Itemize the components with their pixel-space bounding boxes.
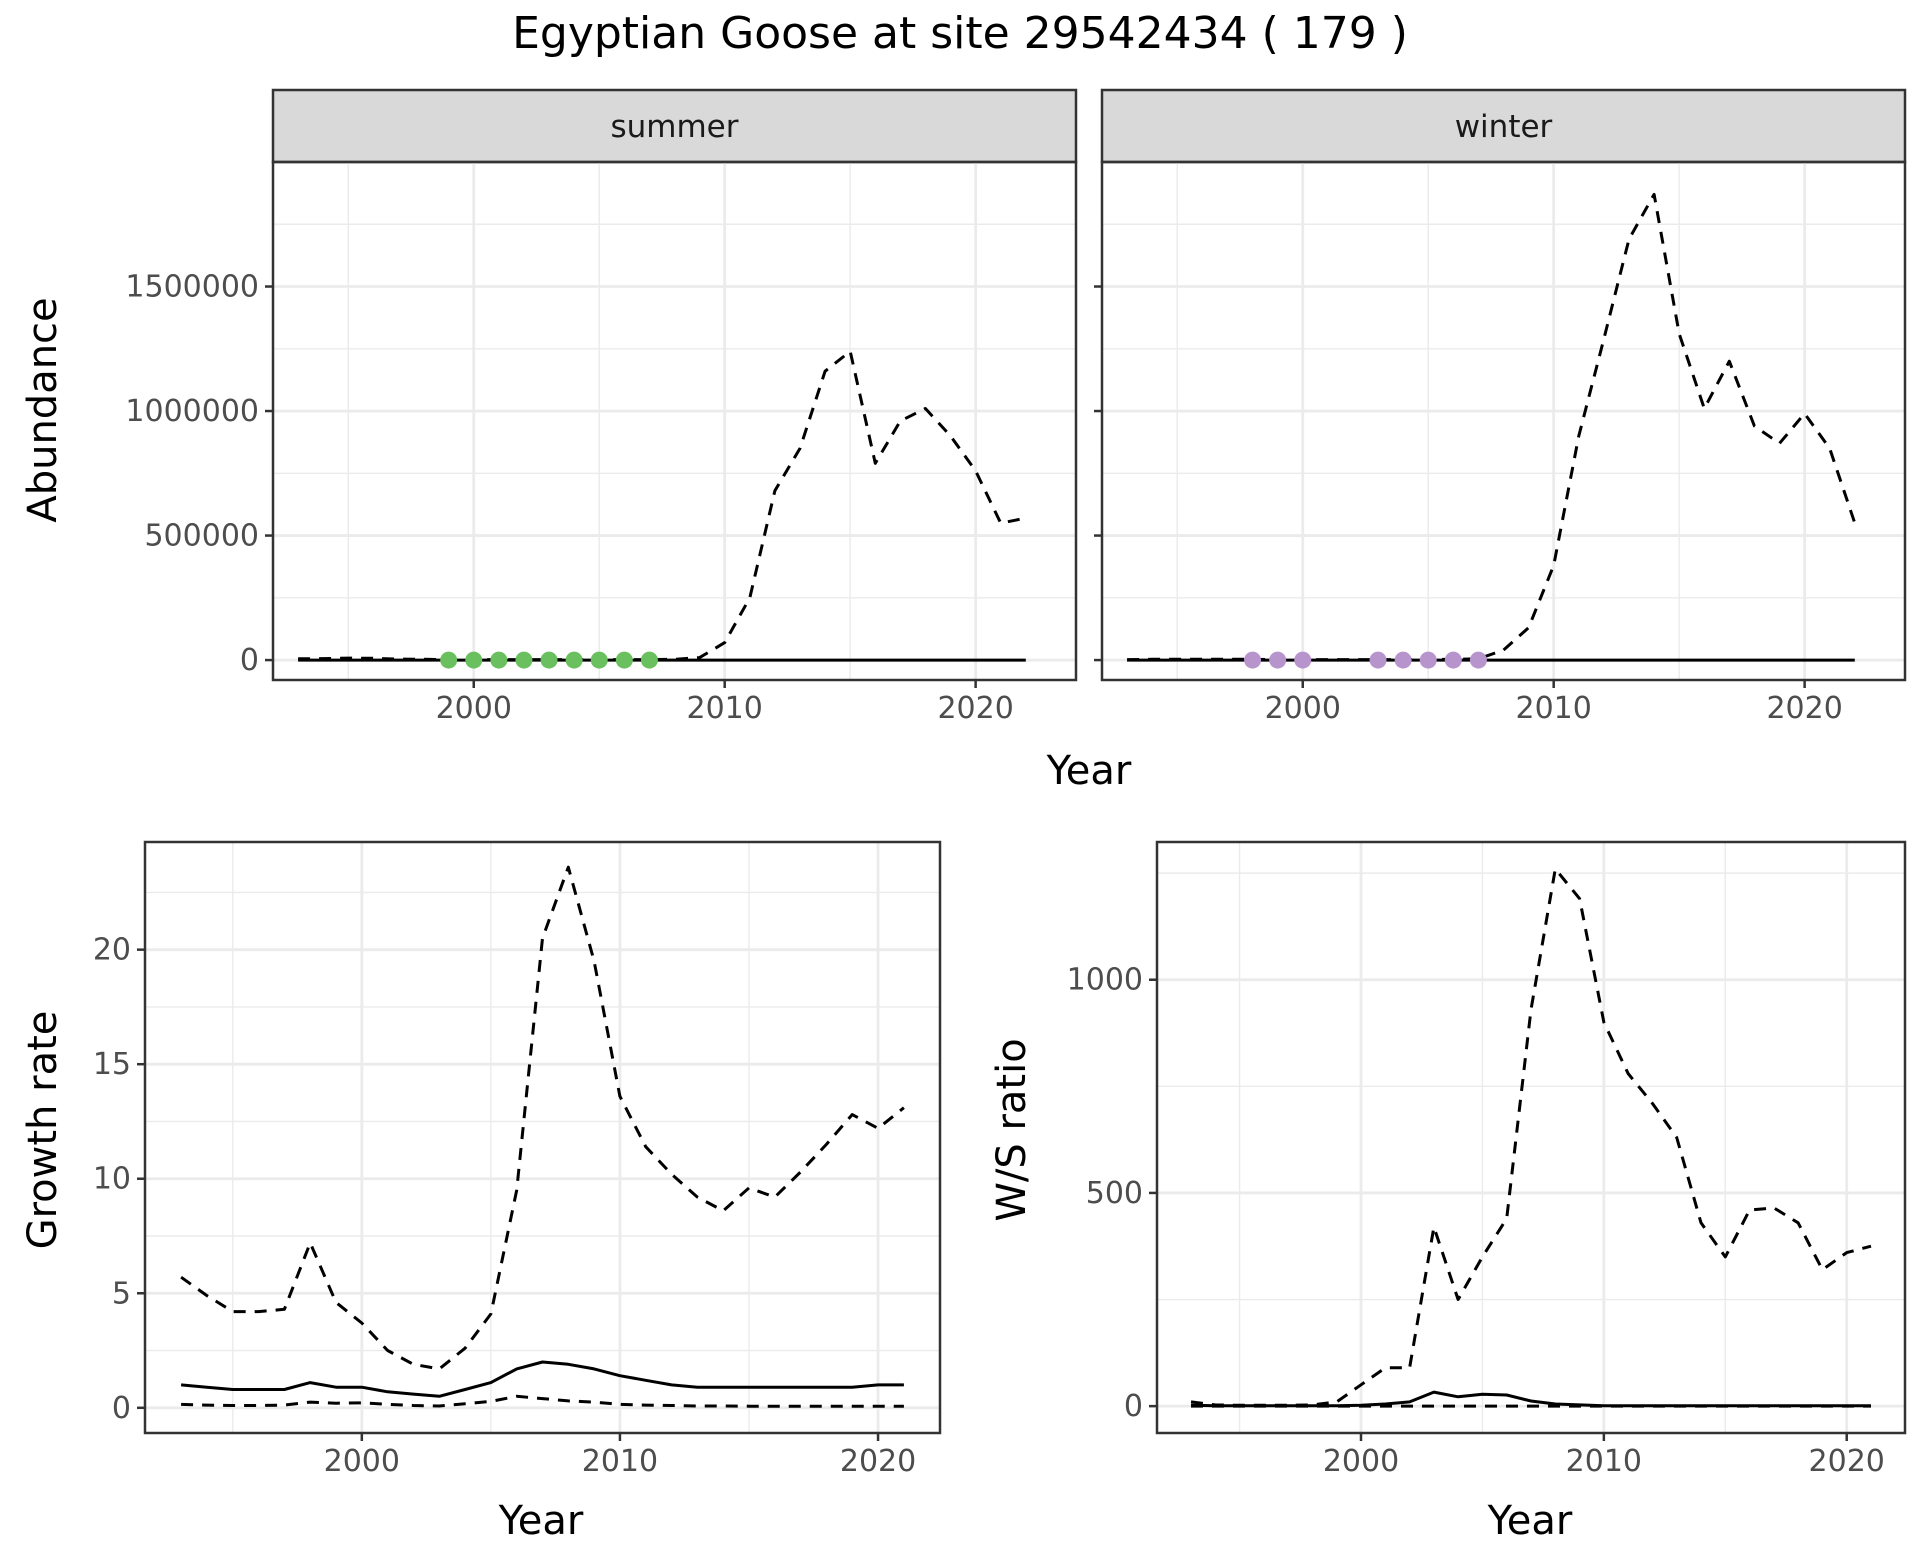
x-tick-label: 2000 bbox=[1265, 691, 1341, 726]
observed-point bbox=[440, 651, 458, 669]
plot-area-ws-ratio: 2000 2010 2020 0 500 1000 bbox=[1067, 840, 1907, 1479]
growth-y-axis-title: Growth rate bbox=[20, 1011, 66, 1250]
growth-x-axis-title: Year bbox=[498, 1498, 584, 1544]
x-tick-label: 2000 bbox=[1323, 1444, 1399, 1479]
series-line-dashed bbox=[298, 349, 1027, 662]
plot-area-growth-rate: 2000 2010 2020 0 5 10 15 20 bbox=[93, 840, 942, 1479]
panel-ws-ratio: 2000 2010 2020 0 500 1000 W/S ratio Year bbox=[989, 840, 1907, 1544]
chart-title: Egyptian Goose at site 29542434 ( 179 ) bbox=[512, 8, 1408, 59]
observed-point bbox=[1294, 651, 1312, 669]
y-tick-label: 0 bbox=[240, 643, 259, 678]
strip-winter-label: winter bbox=[1455, 109, 1553, 145]
panel-border bbox=[143, 840, 942, 1435]
series-line-dashed bbox=[181, 1394, 904, 1408]
observed-point bbox=[1394, 651, 1412, 669]
x-tick-label: 2010 bbox=[687, 691, 763, 726]
y-tick-label: 0 bbox=[112, 1391, 131, 1426]
panel-summer: summer 2000 2010 2020 0 500000 1000000 1500000 bbox=[125, 88, 1078, 726]
top-x-axis-title: Year bbox=[1046, 748, 1132, 794]
y-tick-label: 0 bbox=[1124, 1389, 1143, 1424]
panel-winter: winter 2000 2010 2020 bbox=[1094, 88, 1907, 726]
observed-point bbox=[1269, 651, 1287, 669]
observed-point bbox=[1419, 651, 1437, 669]
series-line-solid bbox=[180, 1360, 904, 1398]
x-tick-label: 2020 bbox=[1809, 1444, 1885, 1479]
strip-summer-label: summer bbox=[610, 109, 738, 145]
observed-point bbox=[1444, 651, 1462, 669]
x-tick-label: 2010 bbox=[1516, 691, 1592, 726]
panel-border bbox=[1155, 840, 1907, 1435]
strip-summer-bg bbox=[271, 88, 1078, 164]
x-tick-label: 2010 bbox=[582, 1444, 658, 1479]
y-tick-label: 5 bbox=[112, 1276, 131, 1311]
observed-point bbox=[565, 651, 583, 669]
panel-border bbox=[271, 160, 1078, 682]
observed-point bbox=[515, 651, 533, 669]
top-y-axis-title: Abundance bbox=[20, 297, 66, 522]
plot-area-winter: 2000 2010 2020 bbox=[1094, 160, 1907, 726]
observed-point bbox=[1469, 651, 1487, 669]
series-line-dashed bbox=[1190, 867, 1872, 1407]
series-line-dashed bbox=[180, 865, 905, 1371]
panel-growth-rate: 2000 2010 2020 0 5 10 15 20 Growth rate Year bbox=[20, 840, 942, 1544]
observed-point bbox=[490, 651, 508, 669]
observed-point bbox=[640, 651, 658, 669]
y-tick-label: 15 bbox=[93, 1047, 131, 1082]
y-tick-label: 1000 bbox=[1067, 963, 1143, 998]
y-tick-label: 1000000 bbox=[125, 394, 259, 429]
x-tick-label: 2020 bbox=[1766, 691, 1842, 726]
ws-y-axis-title: W/S ratio bbox=[989, 1038, 1035, 1221]
observed-point bbox=[1369, 651, 1387, 669]
observed-point bbox=[615, 651, 633, 669]
observed-point bbox=[540, 651, 558, 669]
y-tick-label: 500000 bbox=[144, 519, 259, 554]
x-tick-label: 2020 bbox=[937, 691, 1013, 726]
x-tick-label: 2020 bbox=[840, 1444, 916, 1479]
y-tick-label: 10 bbox=[93, 1162, 131, 1197]
x-tick-label: 2000 bbox=[436, 691, 512, 726]
plot-area-summer: 2000 2010 2020 0 500000 1000000 1500000 bbox=[125, 160, 1078, 726]
observed-point bbox=[1244, 651, 1262, 669]
ws-x-axis-title: Year bbox=[1487, 1498, 1573, 1544]
series-line-dashed bbox=[1127, 192, 1857, 662]
y-tick-label: 1500000 bbox=[125, 270, 259, 305]
y-tick-label: 500 bbox=[1086, 1176, 1143, 1211]
series-line-solid bbox=[1190, 1390, 1871, 1408]
observed-point bbox=[465, 651, 483, 669]
x-tick-label: 2000 bbox=[324, 1444, 400, 1479]
observed-point bbox=[590, 651, 608, 669]
x-tick-label: 2010 bbox=[1566, 1444, 1642, 1479]
panel-border bbox=[1100, 160, 1907, 682]
y-tick-label: 20 bbox=[93, 933, 131, 968]
